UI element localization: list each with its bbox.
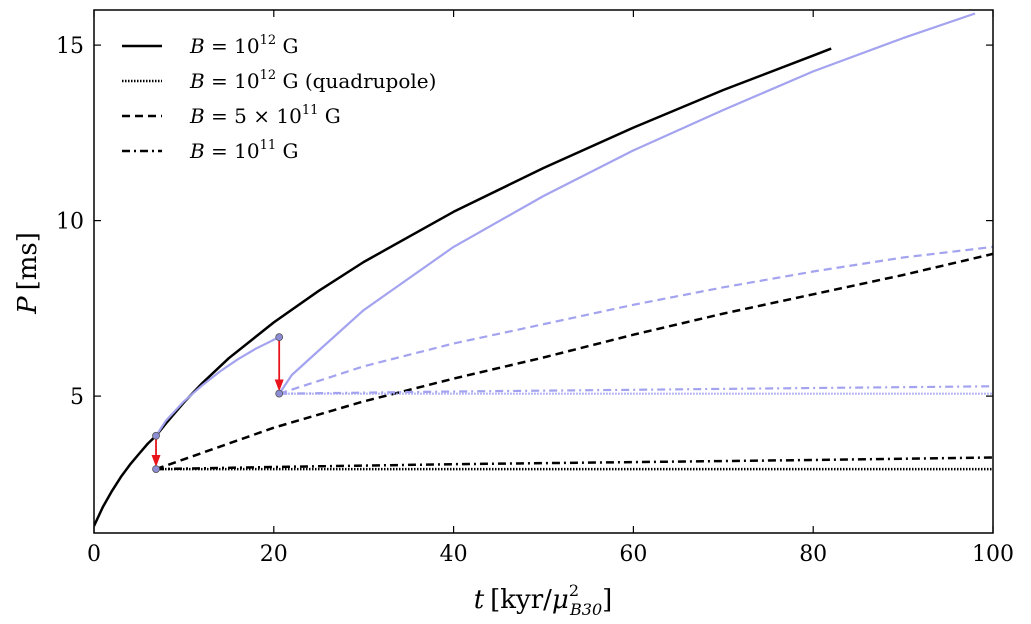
x-tick-label-1: 20 xyxy=(260,542,288,567)
y-tick-label-2: 15 xyxy=(56,34,84,59)
x-axis-var: t xyxy=(474,585,485,615)
x-axis-unit-sub: B30 xyxy=(569,600,602,619)
x-tick-label-2: 40 xyxy=(440,542,468,567)
y-axis-var: P xyxy=(13,296,43,315)
x-axis-unit-pre: [kyr/ xyxy=(490,585,552,615)
x-axis-unit-sup: 2 xyxy=(569,581,579,600)
x-tick-label-3: 60 xyxy=(619,542,647,567)
x-tick-label-0: 0 xyxy=(87,542,101,567)
series-line-7 xyxy=(278,245,993,395)
arrow-head-0 xyxy=(151,455,161,468)
series-line-3 xyxy=(155,456,993,471)
data-point-2 xyxy=(275,333,284,342)
legend-label-1: B = 1012 G (quadrupole) xyxy=(189,68,436,93)
x-axis-unit-post: ] xyxy=(602,585,612,615)
tick-layer: 0 20 40 60 80 100 5 10 15 xyxy=(56,10,1014,567)
x-axis-label: t [kyr/μ2 B30] xyxy=(474,581,613,619)
legend: B = 1012 G B = 1012 G (quadrupole) B = 5 ×… xyxy=(122,33,436,163)
legend-label-0: B = 1012 G xyxy=(189,33,299,58)
series-line-8 xyxy=(279,385,993,395)
y-tick-label-1: 10 xyxy=(56,210,84,235)
y-tick-label-0: 5 xyxy=(70,385,84,410)
series-line-0 xyxy=(94,47,832,527)
data-point-1 xyxy=(152,465,160,474)
y-axis-unit: [ms] xyxy=(13,232,43,290)
x-tick-label-4: 80 xyxy=(799,542,827,567)
plot-frame xyxy=(93,9,994,534)
series-line-4 xyxy=(155,336,280,437)
marker-layer xyxy=(152,333,284,474)
data-point-3 xyxy=(275,389,284,398)
series-line-2 xyxy=(155,252,993,471)
arrow-layer xyxy=(151,339,284,468)
x-tick-label-5: 100 xyxy=(972,542,1014,567)
arrow-head-1 xyxy=(274,379,284,392)
series-line-5 xyxy=(278,12,976,395)
y-axis-label: P [ms] xyxy=(13,232,43,315)
data-point-0 xyxy=(152,431,160,440)
x-axis-unit-mu: μ xyxy=(552,585,569,615)
legend-label-2: B = 5 × 1011 G xyxy=(189,103,341,128)
legend-label-3: B = 1011 G xyxy=(189,138,299,163)
series-layer xyxy=(94,12,993,527)
